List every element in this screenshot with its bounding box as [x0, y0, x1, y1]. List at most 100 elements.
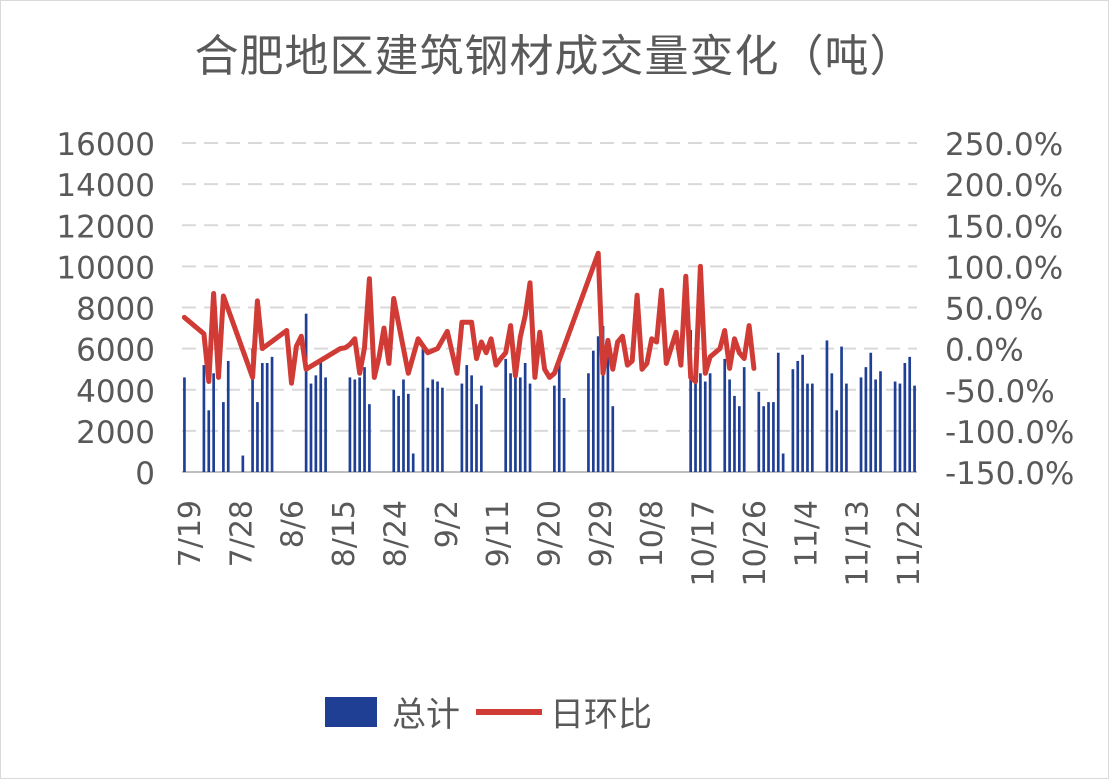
- bar: [781, 453, 785, 472]
- bar: [514, 371, 517, 472]
- bar: [913, 385, 916, 472]
- right-tick-label: 150.0%: [945, 209, 1063, 245]
- bar: [251, 348, 254, 472]
- bar: [319, 358, 323, 472]
- bar: [694, 360, 697, 472]
- bar: [708, 373, 712, 472]
- bar: [728, 379, 731, 472]
- bar: [611, 406, 615, 472]
- bar: [903, 363, 907, 472]
- legend-label-daily-change: 日环比: [550, 695, 652, 735]
- bar: [407, 393, 410, 472]
- bar: [806, 383, 809, 472]
- x-tick-label: 8/6: [276, 500, 311, 548]
- bar: [368, 404, 371, 472]
- left-tick-label: 4000: [76, 374, 155, 410]
- right-tick-label: 250.0%: [945, 127, 1063, 163]
- right-axis-ticks: -150.0% -100.0% -50.0% 0.0% 50.0% 100.0% 150.0…: [945, 127, 1074, 492]
- bar: [470, 375, 473, 472]
- x-tick-label: 9/11: [481, 500, 516, 567]
- bar-series-total: [183, 313, 916, 472]
- bar: [397, 395, 400, 472]
- bar: [426, 387, 430, 472]
- bar: [260, 363, 264, 472]
- bar: [314, 375, 318, 472]
- legend: 总计 日环比: [325, 695, 652, 735]
- left-tick-label: 8000: [76, 292, 155, 328]
- bar: [465, 365, 469, 472]
- left-tick-label: 2000: [76, 415, 155, 451]
- x-tick-label: 10/17: [687, 500, 722, 586]
- bar: [324, 377, 327, 472]
- bar: [363, 367, 366, 472]
- x-axis-ticks: 7/19 7/28 8/6 8/15 8/24 9/2 9/11 9/20 9/29 10/8 10…: [173, 500, 927, 586]
- line-series-daily-change: [181, 250, 757, 386]
- x-tick-label: 9/2: [430, 500, 465, 548]
- bar: [348, 377, 352, 472]
- bar: [898, 383, 902, 472]
- bar: [509, 373, 512, 472]
- bar: [256, 402, 259, 472]
- bar: [699, 373, 702, 472]
- x-tick-label: 11/22: [892, 500, 927, 586]
- bar: [811, 383, 814, 472]
- x-tick-label: 11/13: [841, 500, 876, 586]
- x-tick-label: 10/26: [738, 500, 773, 586]
- bar: [742, 367, 746, 472]
- bar: [353, 379, 357, 472]
- bar: [562, 397, 566, 472]
- x-tick-label: 8/24: [378, 500, 413, 567]
- bar: [441, 387, 444, 472]
- bar: [859, 377, 863, 472]
- bar: [557, 356, 561, 472]
- bar: [411, 453, 415, 472]
- legend-swatch-total: [325, 697, 377, 727]
- bar: [835, 410, 839, 472]
- bar: [723, 358, 727, 472]
- bar: [392, 389, 396, 472]
- x-tick-label: 9/20: [533, 500, 568, 567]
- bar: [528, 383, 532, 472]
- bar: [796, 360, 800, 472]
- left-tick-label: 12000: [56, 209, 155, 245]
- bar: [840, 346, 843, 472]
- x-tick-label: 11/4: [789, 500, 824, 567]
- bar: [825, 340, 829, 472]
- right-tick-label: -100.0%: [945, 415, 1074, 451]
- bar: [480, 385, 483, 472]
- bar: [212, 373, 215, 472]
- bar: [893, 381, 897, 472]
- right-tick-label: 50.0%: [945, 292, 1043, 328]
- bar: [596, 336, 600, 472]
- bar: [222, 402, 225, 472]
- left-tick-label: 10000: [56, 250, 155, 286]
- x-tick-label: 9/29: [584, 500, 619, 567]
- bar: [772, 402, 775, 472]
- x-tick-label: 7/28: [224, 500, 259, 567]
- bar: [304, 313, 308, 472]
- right-tick-label: -150.0%: [945, 456, 1074, 492]
- bar: [757, 391, 761, 472]
- bar: [864, 367, 868, 472]
- bar: [591, 350, 595, 472]
- bar: [436, 381, 439, 472]
- bar: [270, 356, 274, 472]
- bar: [504, 358, 508, 472]
- bar: [606, 348, 610, 472]
- bar: [358, 377, 362, 472]
- left-tick-label: 6000: [76, 333, 155, 369]
- right-tick-label: 100.0%: [945, 250, 1063, 286]
- bar: [241, 455, 245, 472]
- bar: [402, 379, 405, 472]
- bar: [874, 379, 877, 472]
- right-tick-label: -50.0%: [945, 374, 1055, 410]
- bar: [767, 402, 770, 472]
- bar: [776, 352, 780, 472]
- right-tick-label: 0.0%: [945, 333, 1024, 369]
- chart-title: 合肥地区建筑钢材成交量变化（吨）: [194, 31, 915, 82]
- x-tick-label: 10/8: [635, 500, 670, 567]
- bar: [421, 348, 425, 472]
- bar: [587, 373, 590, 472]
- bar: [460, 383, 464, 472]
